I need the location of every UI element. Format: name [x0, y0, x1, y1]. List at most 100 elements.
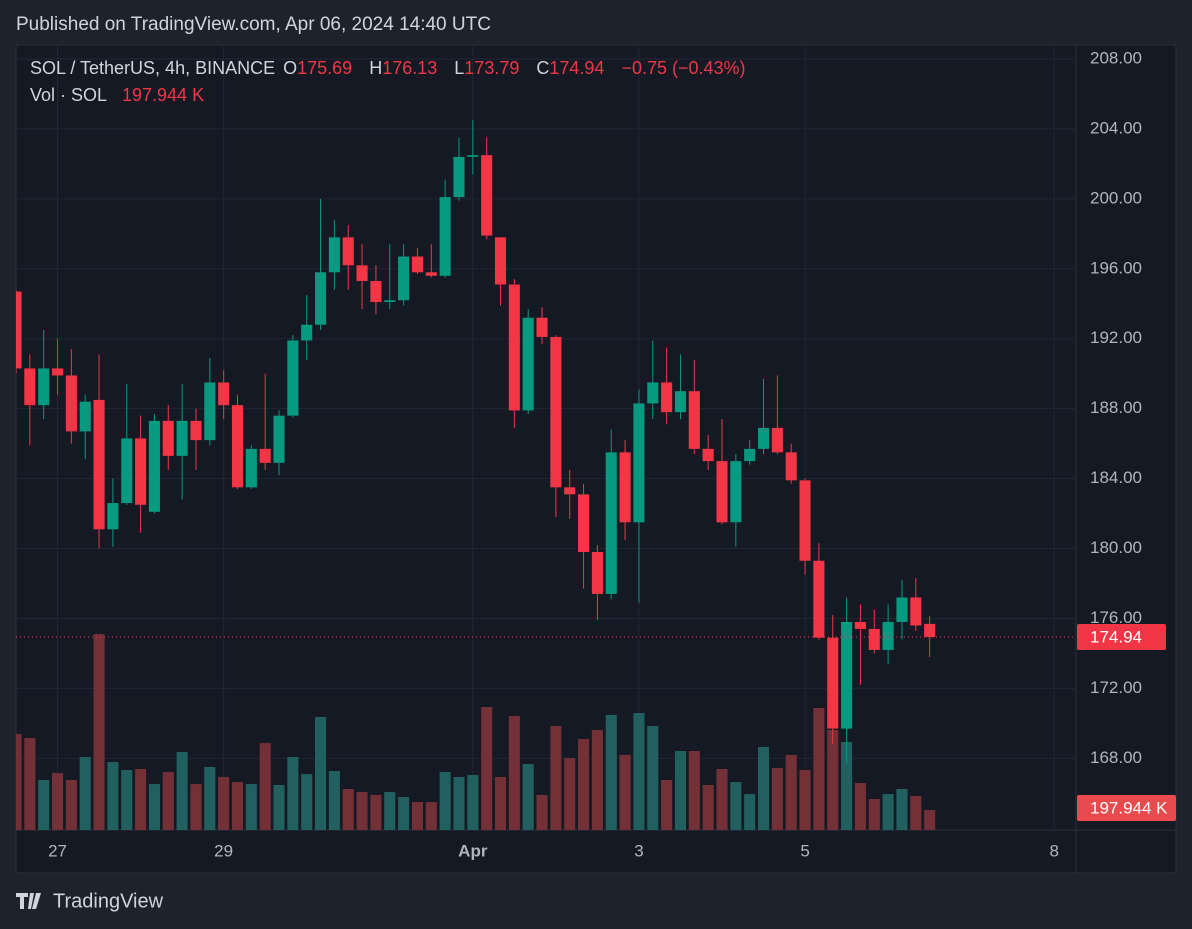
volume-bar — [24, 737, 36, 830]
last-volume-badge — [1077, 795, 1176, 821]
y-tick-label: 180.00 — [1090, 538, 1142, 557]
volume-bar — [674, 751, 687, 830]
logo-icon — [16, 893, 41, 909]
candle-body — [24, 368, 36, 406]
volume-bar — [218, 776, 230, 830]
legend-value: 174.94 — [549, 58, 604, 78]
legend-volume-title: Vol · SOL — [30, 85, 107, 105]
volume-bar — [799, 770, 811, 830]
volume-bar — [882, 794, 894, 830]
x-tick-label: 27 — [48, 841, 67, 860]
candle-body — [259, 448, 271, 463]
volume-bar — [65, 780, 77, 830]
candle-body — [633, 403, 645, 523]
candle-body — [564, 487, 576, 495]
legend-change: −0.75 (−0.43%) — [621, 58, 745, 78]
candle-body — [38, 368, 50, 406]
volume-bar — [647, 725, 659, 830]
candle-body — [536, 317, 548, 337]
candle-body — [605, 452, 617, 594]
volume-bar — [467, 774, 479, 830]
volume-bar — [273, 784, 285, 830]
y-tick-label: 172.00 — [1090, 678, 1142, 697]
volume-bar — [661, 780, 673, 830]
candle-body — [273, 415, 285, 463]
volume-bar — [841, 742, 853, 830]
volume-bar — [342, 788, 354, 830]
candle-body — [176, 420, 188, 456]
candle-body — [398, 256, 410, 301]
y-tick-label: 176.00 — [1090, 608, 1142, 627]
candle-body — [148, 420, 160, 512]
x-tick-label: 29 — [214, 841, 233, 860]
volume-bar — [356, 792, 368, 830]
candle-body — [868, 628, 880, 650]
legend-ohlc: O175.69 H176.13 L173.79 C174.94 −0.75 (−… — [283, 58, 745, 78]
candle-body — [245, 448, 257, 488]
y-tick-label: 168.00 — [1090, 748, 1142, 767]
candle-body — [647, 382, 659, 404]
candle-body — [550, 336, 562, 488]
candle-body — [107, 503, 119, 530]
candle-body — [204, 382, 216, 441]
volume-bar — [204, 766, 216, 830]
volume-bar — [370, 794, 382, 830]
candle-body — [481, 155, 493, 236]
volume-bar — [190, 784, 202, 830]
volume-bar — [757, 746, 770, 830]
volume-bar — [453, 776, 465, 830]
candle-body — [342, 237, 354, 266]
candle-body — [453, 156, 465, 198]
volume-bar — [771, 767, 783, 830]
candle-body — [315, 272, 327, 325]
volume-bar — [564, 757, 576, 830]
candle-body — [439, 197, 451, 276]
volume-bar — [578, 738, 590, 830]
candle-body — [702, 448, 714, 462]
logo-text: TradingView — [53, 890, 164, 912]
candle-body — [79, 401, 91, 432]
volume-bar — [51, 773, 64, 830]
y-tick-label: 184.00 — [1090, 468, 1142, 487]
volume-bar — [785, 754, 797, 830]
y-tick-label: 208.00 — [1090, 48, 1142, 67]
candle-body — [190, 420, 202, 441]
candle-body — [841, 621, 853, 729]
volume-bar — [148, 784, 160, 830]
candle-body — [384, 300, 396, 303]
candle-body — [411, 256, 423, 273]
candle-body — [757, 427, 770, 449]
last-volume-label: 197.944 K — [1090, 798, 1168, 817]
volume-bar — [121, 770, 133, 830]
volume-bar — [287, 756, 299, 830]
volume-bar — [38, 780, 50, 830]
volume-bar — [494, 776, 507, 830]
last-price-badge — [1077, 623, 1166, 650]
x-tick-label: 3 — [634, 841, 643, 860]
candle-body — [65, 375, 77, 432]
candle-body — [328, 237, 340, 273]
volume-bar — [107, 762, 119, 830]
candle-body — [522, 317, 534, 411]
volume-bar — [93, 634, 105, 830]
candle-body — [162, 420, 174, 456]
volume-bar — [384, 792, 396, 830]
volume-bar — [868, 798, 880, 830]
logo: TradingView — [16, 890, 164, 912]
candle-body — [370, 281, 382, 303]
volume-bar — [301, 774, 313, 830]
candle-body — [716, 461, 728, 523]
candle-body — [135, 438, 147, 505]
volume-bar — [16, 734, 22, 830]
legend-symbol: SOL / TetherUS, 4h, BINANCE — [30, 58, 275, 78]
volume-bar — [398, 796, 410, 830]
volume-bar — [439, 772, 451, 830]
volume-bar — [910, 795, 922, 830]
legend-label: L — [454, 58, 464, 78]
candle-body — [16, 291, 22, 369]
volume-bar — [259, 743, 271, 830]
volume-bar — [688, 751, 700, 830]
candle-body — [425, 272, 437, 276]
candle-body — [218, 382, 230, 406]
